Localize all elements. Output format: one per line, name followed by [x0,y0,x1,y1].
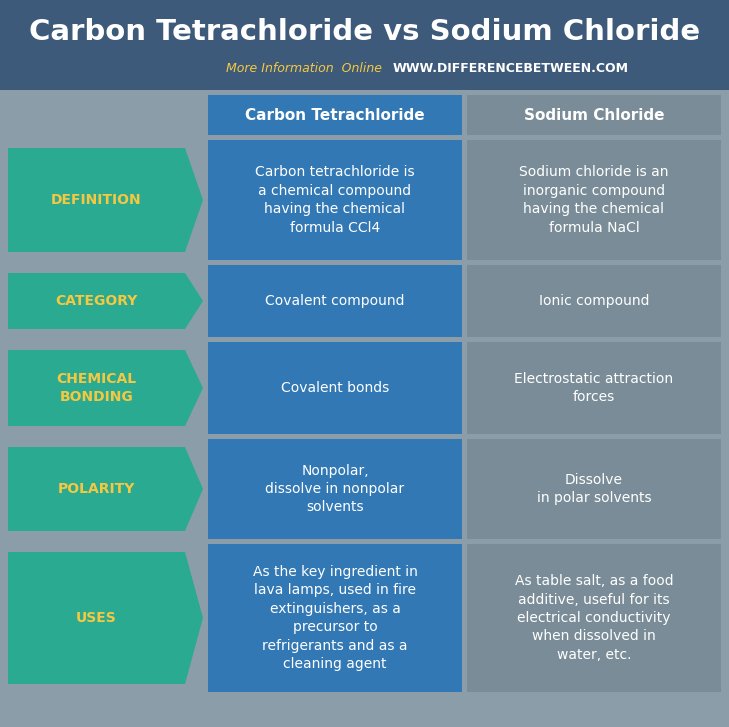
Text: Sodium chloride is an
inorganic compound
having the chemical
formula NaCl: Sodium chloride is an inorganic compound… [519,166,668,235]
Text: More Information  Online: More Information Online [226,62,390,74]
Polygon shape [8,273,203,329]
FancyBboxPatch shape [0,0,729,90]
Text: Nonpolar,
dissolve in nonpolar
solvents: Nonpolar, dissolve in nonpolar solvents [265,464,405,515]
Text: POLARITY: POLARITY [58,482,135,496]
Text: WWW.DIFFERENCEBETWEEN.COM: WWW.DIFFERENCEBETWEEN.COM [393,62,629,74]
Polygon shape [8,350,203,426]
FancyBboxPatch shape [467,342,721,434]
FancyBboxPatch shape [467,95,721,135]
Text: As the key ingredient in
lava lamps, used in fire
extinguishers, as a
precursor : As the key ingredient in lava lamps, use… [252,565,418,671]
Text: USES: USES [76,611,117,625]
Text: Carbon tetrachloride is
a chemical compound
having the chemical
formula CCl4: Carbon tetrachloride is a chemical compo… [255,166,415,235]
Text: Sodium Chloride: Sodium Chloride [523,108,664,123]
Text: Carbon Tetrachloride vs Sodium Chloride: Carbon Tetrachloride vs Sodium Chloride [29,18,700,46]
FancyBboxPatch shape [208,342,462,434]
Text: CHEMICAL
BONDING: CHEMICAL BONDING [56,372,136,403]
FancyBboxPatch shape [467,544,721,692]
FancyBboxPatch shape [467,140,721,260]
FancyBboxPatch shape [208,95,462,135]
Text: As table salt, as a food
additive, useful for its
electrical conductivity
when d: As table salt, as a food additive, usefu… [515,574,674,662]
Text: Electrostatic attraction
forces: Electrostatic attraction forces [515,371,674,404]
FancyBboxPatch shape [467,439,721,539]
Polygon shape [8,552,203,684]
FancyBboxPatch shape [208,265,462,337]
FancyBboxPatch shape [208,544,462,692]
Polygon shape [8,447,203,531]
FancyBboxPatch shape [208,439,462,539]
Text: Covalent bonds: Covalent bonds [281,381,389,395]
Text: Dissolve
in polar solvents: Dissolve in polar solvents [537,473,651,505]
Polygon shape [8,148,203,252]
Text: DEFINITION: DEFINITION [51,193,142,207]
Text: Ionic compound: Ionic compound [539,294,650,308]
FancyBboxPatch shape [208,140,462,260]
Text: Carbon Tetrachloride: Carbon Tetrachloride [245,108,425,123]
FancyBboxPatch shape [467,265,721,337]
Text: Covalent compound: Covalent compound [265,294,405,308]
Text: CATEGORY: CATEGORY [55,294,138,308]
